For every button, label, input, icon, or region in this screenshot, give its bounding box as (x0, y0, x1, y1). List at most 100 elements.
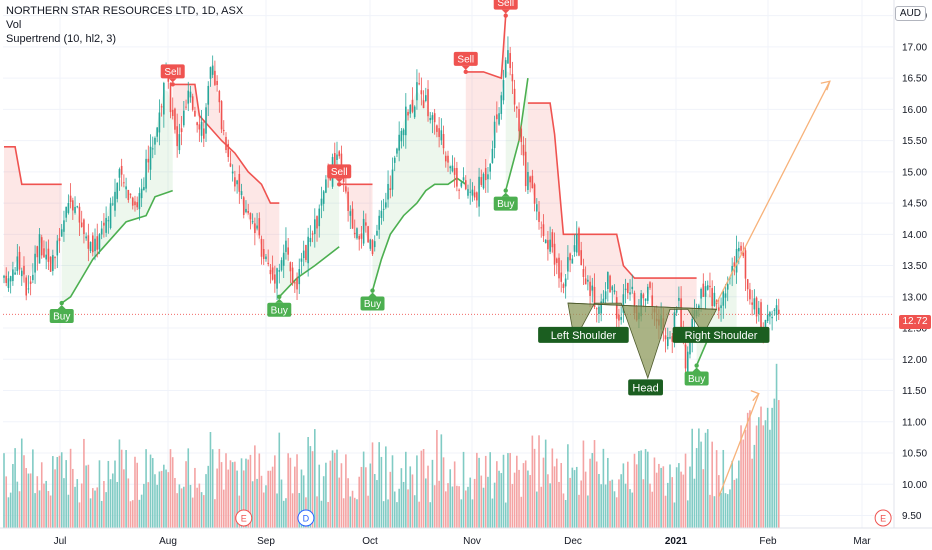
volume-bar (451, 486, 454, 528)
candle (3, 274, 5, 284)
volume-bar (187, 448, 190, 528)
candle (214, 60, 216, 87)
signal-text: Sell (331, 167, 348, 178)
candle (369, 238, 372, 251)
candle (318, 204, 321, 238)
volume-bar (254, 445, 256, 528)
volume-bar (487, 476, 489, 528)
event-text: E (880, 514, 886, 524)
candle (482, 172, 485, 190)
volume-bar (185, 461, 187, 528)
volume-bar (584, 471, 587, 528)
candle (12, 261, 14, 286)
candle (416, 69, 418, 110)
volume-bar (420, 450, 423, 528)
candle (496, 101, 498, 133)
volume-bar (322, 476, 325, 528)
volume-bar (749, 410, 751, 528)
candle (60, 223, 63, 237)
event-text: D (303, 514, 310, 524)
candle (40, 234, 43, 259)
candle (158, 99, 161, 146)
volume-bar (320, 500, 323, 528)
volume-bar (520, 496, 523, 528)
candle (493, 115, 496, 159)
event-marker: D (297, 509, 315, 527)
candle (203, 120, 205, 147)
candle (453, 157, 456, 188)
signals: Buy Sell Buy Sell Buy Sell Sell Buy Buy (49, 0, 709, 386)
candle (740, 241, 742, 255)
candle (100, 220, 103, 240)
volume-bar (109, 479, 112, 528)
volume-bar (325, 462, 327, 528)
volume-bar (158, 471, 161, 528)
candle (378, 209, 380, 239)
volume-bar (289, 457, 292, 528)
supertrend-fill (527, 103, 697, 353)
volume-bar (34, 493, 36, 528)
volume-bar (16, 481, 19, 528)
candle (684, 339, 687, 373)
candle (755, 296, 758, 324)
volume-bar (154, 474, 156, 528)
candle (473, 185, 476, 201)
candle (291, 261, 294, 286)
candle (589, 275, 591, 308)
time-axis[interactable]: Jul Aug Sep Oct Nov Dec 2021 Feb Mar (0, 527, 932, 547)
volume-bar (771, 407, 773, 528)
price-axis[interactable]: 17.5017.0016.5016.0015.5015.0014.5014.00… (893, 0, 932, 550)
volume-bar (675, 467, 678, 528)
signal-text: Buy (53, 312, 70, 323)
volume-bar (247, 459, 249, 528)
signal-text: Sell (164, 67, 181, 78)
volume-bar (536, 491, 538, 528)
volume-bar (360, 466, 363, 528)
volume-bar (380, 456, 383, 528)
volume-bar (706, 429, 709, 528)
volume-bar (629, 489, 631, 528)
neckline (567, 302, 717, 310)
volume-bar (40, 462, 43, 528)
volume-bar (69, 448, 72, 528)
candle (336, 141, 338, 166)
volume-bar (300, 469, 303, 528)
currency-badge[interactable]: AUD (894, 6, 926, 21)
volume-bar (604, 484, 607, 528)
candle (711, 280, 713, 311)
volume-bar (205, 474, 207, 528)
volume-bar (116, 481, 119, 528)
candle (773, 307, 776, 316)
volume-bar (196, 487, 198, 528)
head-label-text: Head (632, 382, 658, 394)
volume-bar (107, 460, 110, 528)
candle (771, 310, 773, 331)
candle (407, 109, 409, 121)
candle (314, 208, 316, 248)
buy-signal: Buy (49, 300, 74, 324)
volume-bar (598, 473, 600, 528)
candle (509, 46, 511, 76)
volume-bar (385, 446, 387, 528)
candle (460, 181, 463, 189)
candle (305, 244, 307, 263)
volume-bar (123, 469, 125, 528)
volume-bar (478, 457, 480, 528)
volume-bar (618, 479, 620, 528)
volume-bar (314, 429, 316, 528)
volume-bar (447, 483, 449, 528)
sell-signal: Sell (493, 0, 518, 18)
volume-bar (231, 462, 234, 528)
volume-bar (433, 485, 436, 528)
candle (229, 150, 232, 168)
candle (96, 223, 99, 258)
volume-bar (740, 425, 742, 528)
volume-bar (9, 492, 12, 528)
volume-bar (282, 500, 285, 528)
candle (471, 182, 474, 202)
candle (569, 252, 571, 273)
buy-signal: Buy (684, 363, 709, 386)
candle (669, 331, 671, 340)
